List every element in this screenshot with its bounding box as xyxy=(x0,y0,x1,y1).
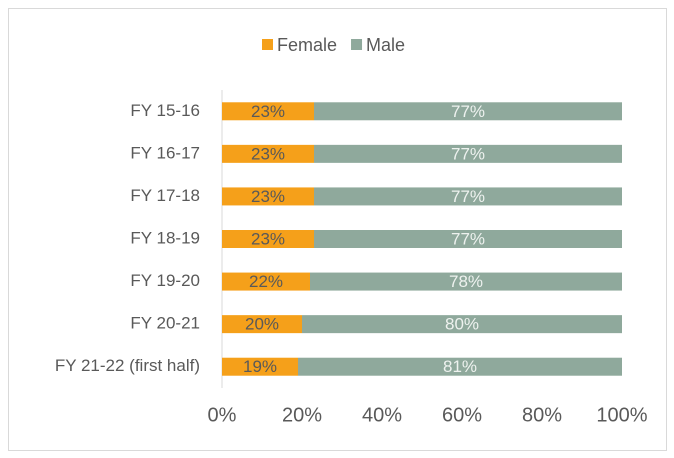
legend-swatch xyxy=(351,39,363,50)
data-label: 22% xyxy=(249,272,283,291)
y-tick-label: FY 21-22 (first half) xyxy=(55,356,200,375)
y-tick-label: FY 20-21 xyxy=(130,314,200,333)
bar-segment xyxy=(222,272,310,291)
data-label: 77% xyxy=(451,144,485,163)
x-tick-label: 80% xyxy=(522,404,562,426)
data-label: 80% xyxy=(445,315,479,334)
bar-segment xyxy=(222,102,314,121)
x-tick-label: 20% xyxy=(282,404,322,426)
x-tick-label: 60% xyxy=(442,404,482,426)
bar-segment xyxy=(314,230,622,248)
x-tick-label: 100% xyxy=(596,404,647,426)
data-label: 77% xyxy=(451,102,485,121)
bar-segment xyxy=(222,230,314,248)
chart-border xyxy=(8,8,667,451)
data-label: 23% xyxy=(251,229,285,248)
bar-segment xyxy=(222,357,298,376)
bar-segment xyxy=(222,144,314,163)
bar-segment xyxy=(314,144,622,163)
y-tick-label: FY 19-20 xyxy=(130,271,200,290)
x-tick-label: 40% xyxy=(362,404,402,426)
data-label: 77% xyxy=(451,229,485,248)
y-tick-label: FY 17-18 xyxy=(130,186,200,205)
bar-segment xyxy=(314,102,622,121)
y-tick-label: FY 15-16 xyxy=(130,101,200,120)
legend-label: Male xyxy=(366,35,405,55)
legend-label: Female xyxy=(277,35,337,55)
y-tick-label: FY 16-17 xyxy=(130,143,200,162)
bar-segment xyxy=(314,187,622,206)
data-label: 19% xyxy=(243,357,277,376)
data-label: 23% xyxy=(251,144,285,163)
data-label: 23% xyxy=(251,187,285,206)
data-label: 81% xyxy=(443,357,477,376)
bar-segment xyxy=(222,187,314,206)
data-label: 20% xyxy=(245,315,279,334)
y-tick-label: FY 18-19 xyxy=(130,228,200,247)
bar-segment xyxy=(298,357,622,376)
data-label: 77% xyxy=(451,187,485,206)
data-label: 78% xyxy=(449,272,483,291)
x-tick-label: 0% xyxy=(208,404,237,426)
data-label: 23% xyxy=(251,102,285,121)
legend-swatch xyxy=(262,39,273,50)
bar-segment xyxy=(310,272,622,291)
bar-segment xyxy=(222,315,302,334)
bar-segment xyxy=(302,315,622,334)
